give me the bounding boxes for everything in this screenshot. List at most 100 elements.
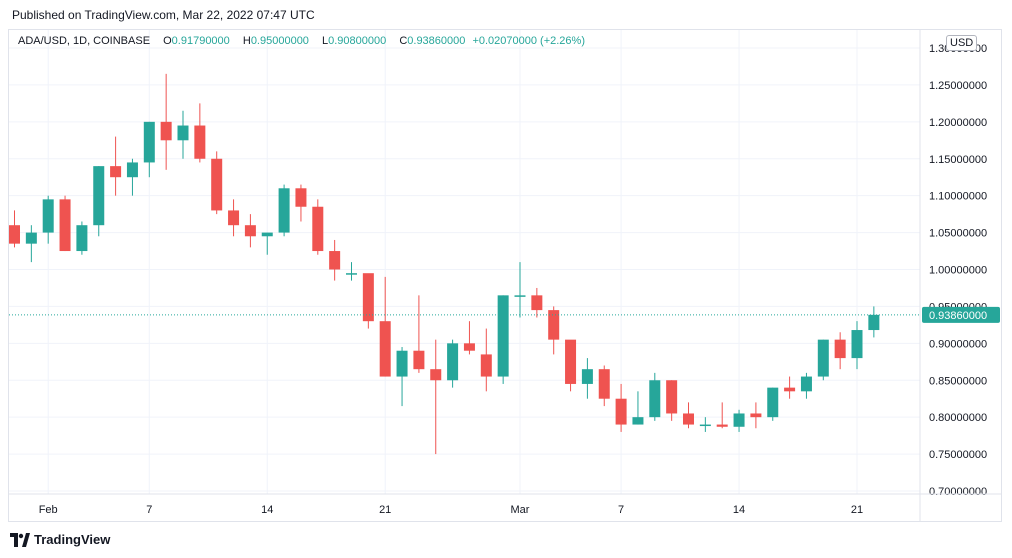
- x-tick-label: 7: [146, 504, 152, 516]
- candle-body: [295, 188, 307, 207]
- candle: [362, 273, 374, 329]
- candle: [312, 199, 324, 255]
- candle-body: [514, 295, 526, 297]
- x-tick-label: 7: [618, 504, 624, 516]
- candle: [817, 339, 829, 381]
- legend-high-label: H: [242, 35, 251, 47]
- y-tick-label: 1.25000000: [929, 80, 987, 92]
- candle: [160, 73, 172, 170]
- tradingview-brand-text: TradingView: [34, 532, 111, 547]
- x-tick-label: Mar: [511, 504, 530, 516]
- candle-body: [261, 232, 273, 237]
- candle-body: [110, 166, 122, 178]
- candle-body: [784, 387, 796, 392]
- candle-body: [851, 330, 863, 359]
- x-tick-label: Feb: [39, 504, 58, 516]
- y-tick-label: 1.05000000: [929, 228, 987, 240]
- candle: [228, 199, 240, 237]
- candle-body: [683, 413, 694, 425]
- candle-body: [666, 380, 678, 414]
- y-tick-label: 0.80000000: [929, 412, 987, 424]
- candle-body: [177, 125, 189, 141]
- candle-body: [649, 380, 661, 418]
- candle-body: [632, 417, 644, 425]
- candle: [93, 166, 105, 237]
- candle-body: [278, 188, 290, 233]
- candle: [666, 380, 678, 421]
- candle-body: [194, 125, 206, 159]
- candle: [329, 239, 341, 281]
- candle: [834, 332, 846, 370]
- last-price-badge: 0.93860000: [922, 306, 1000, 323]
- candle-body: [699, 424, 711, 427]
- candle-body: [531, 295, 543, 311]
- currency-button[interactable]: USD: [946, 35, 978, 51]
- candle-body: [716, 424, 728, 427]
- candle-body: [42, 199, 54, 233]
- legend-high-value: 0.95000000: [250, 35, 309, 47]
- candle-body: [430, 369, 442, 381]
- candle: [59, 195, 71, 252]
- x-tick-label: 21: [379, 504, 391, 516]
- candle: [211, 151, 223, 215]
- candle: [42, 195, 54, 244]
- candle: [615, 383, 627, 432]
- x-tick-label: 21: [851, 504, 863, 516]
- candle-body: [76, 225, 88, 252]
- ohlc-legend: ADA/USD, 1D, COINBASE O0.91790000 H0.950…: [18, 35, 585, 47]
- candle: [733, 409, 745, 432]
- candle: [750, 402, 762, 429]
- candle: [9, 210, 20, 248]
- candle-body: [160, 121, 172, 141]
- candle: [632, 391, 644, 425]
- candle: [261, 232, 273, 255]
- candle-body: [565, 339, 577, 384]
- candle-body: [615, 398, 627, 425]
- candle: [126, 158, 138, 196]
- y-tick-label: 0.85000000: [929, 375, 987, 387]
- candle-body: [93, 166, 105, 226]
- y-tick-label: 0.90000000: [929, 338, 987, 350]
- candle-body: [379, 321, 391, 377]
- candle: [346, 262, 357, 281]
- candle: [565, 339, 577, 392]
- candle-body: [126, 162, 138, 178]
- candle: [379, 276, 391, 377]
- candle-body: [598, 369, 610, 399]
- candle: [851, 321, 863, 370]
- candle-body: [548, 310, 560, 340]
- x-tick-label: 14: [733, 504, 745, 516]
- candle-body: [581, 369, 593, 384]
- legend-close-label: C: [399, 35, 408, 47]
- legend-low-label: L: [322, 35, 329, 47]
- legend-low-value: 0.90800000: [328, 35, 387, 47]
- candle: [143, 121, 155, 178]
- candle-body: [497, 295, 509, 377]
- candle: [497, 295, 509, 384]
- candle: [784, 376, 796, 399]
- candle: [598, 365, 610, 407]
- candle-body: [800, 376, 812, 392]
- candle-body: [59, 199, 71, 252]
- candle: [194, 103, 206, 163]
- legend-symbol: ADA/USD, 1D, COINBASE: [18, 35, 151, 47]
- candle: [295, 184, 307, 222]
- candle-body: [244, 225, 256, 237]
- candle-body: [362, 273, 374, 322]
- candle-body: [750, 413, 762, 418]
- x-tick-label: 14: [261, 504, 273, 516]
- candle-body: [329, 251, 341, 270]
- candles-group: [9, 73, 880, 455]
- candle: [430, 339, 442, 455]
- candle-body: [143, 121, 155, 163]
- candle: [716, 402, 728, 429]
- overlay-group: 0.93860000: [9, 306, 1000, 323]
- candle: [177, 110, 189, 159]
- y-tick-label: 0.75000000: [929, 449, 987, 461]
- y-tick-label: 1.00000000: [929, 265, 987, 277]
- tradingview-branding: TradingView: [10, 532, 110, 547]
- candle: [76, 221, 88, 255]
- legend-change: +0.02070000 (+2.26%): [472, 35, 585, 47]
- y-tick-label: 1.15000000: [929, 154, 987, 166]
